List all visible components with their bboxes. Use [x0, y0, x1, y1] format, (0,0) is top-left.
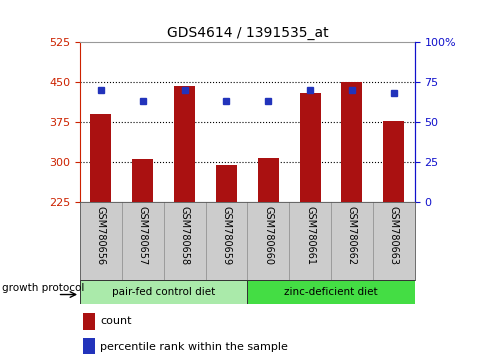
Text: count: count: [100, 316, 131, 326]
Title: GDS4614 / 1391535_at: GDS4614 / 1391535_at: [166, 26, 328, 40]
Bar: [83, 313, 95, 330]
Bar: [382, 120, 403, 202]
Text: zinc-deficient diet: zinc-deficient diet: [284, 287, 377, 297]
Bar: [299, 93, 320, 202]
Bar: [215, 165, 236, 202]
Text: percentile rank within the sample: percentile rank within the sample: [100, 342, 287, 352]
Bar: [174, 86, 195, 202]
Bar: [80, 280, 247, 304]
Bar: [83, 338, 95, 354]
Text: GSM780660: GSM780660: [263, 206, 272, 265]
Text: GSM780661: GSM780661: [304, 206, 315, 265]
Text: GSM780659: GSM780659: [221, 206, 231, 265]
Bar: [91, 114, 111, 202]
Text: pair-fed control diet: pair-fed control diet: [112, 287, 215, 297]
Text: GSM780657: GSM780657: [137, 206, 148, 265]
Text: GSM780662: GSM780662: [346, 206, 356, 265]
Bar: [132, 159, 153, 202]
Bar: [247, 280, 414, 304]
Text: GSM780656: GSM780656: [96, 206, 106, 265]
Text: GSM780658: GSM780658: [179, 206, 189, 265]
Bar: [257, 158, 278, 202]
Text: GSM780663: GSM780663: [388, 206, 398, 265]
Bar: [341, 82, 362, 202]
Text: growth protocol: growth protocol: [1, 283, 84, 293]
